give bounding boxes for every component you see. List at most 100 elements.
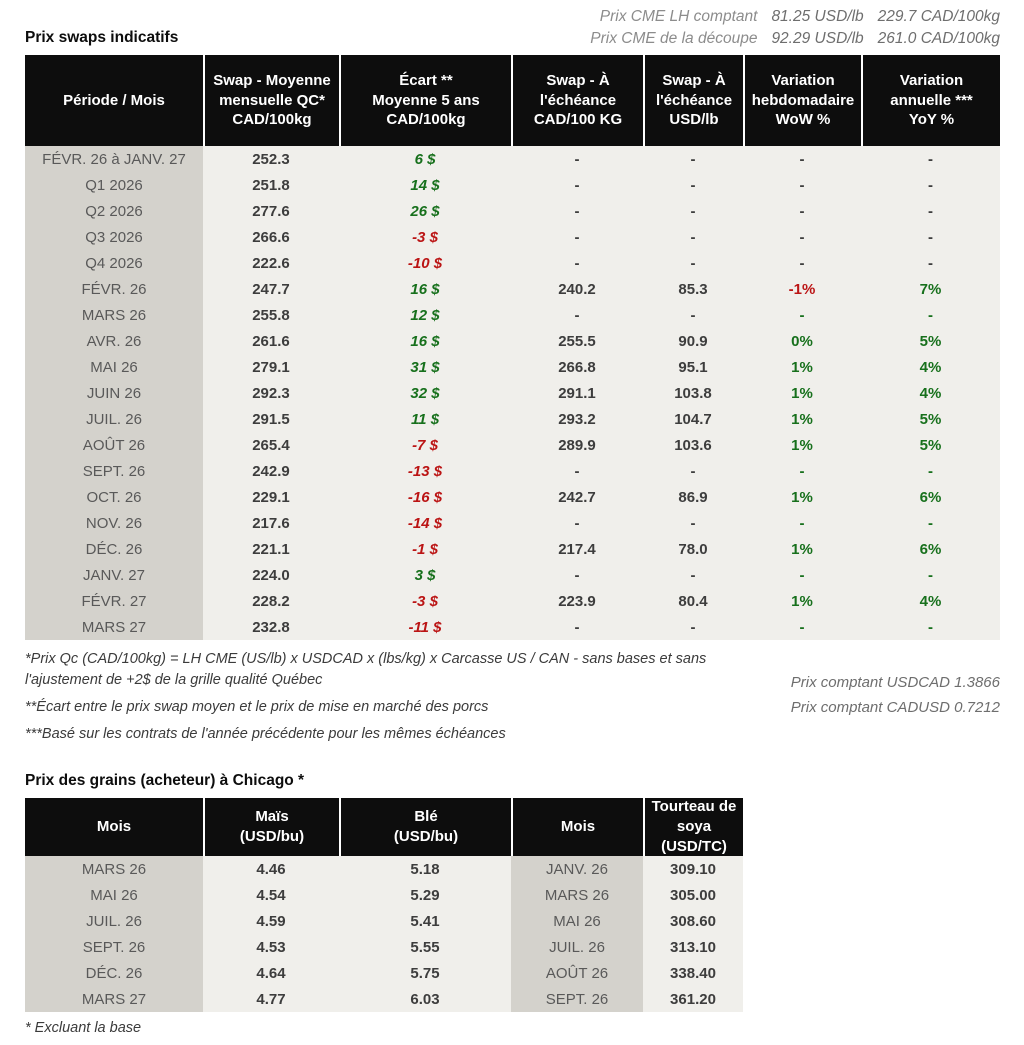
- ecart-cell: 16 $: [339, 276, 511, 302]
- swap-qc-cell: 232.8: [203, 614, 339, 640]
- swap-echeance-usd-cell: 85.3: [643, 276, 743, 302]
- ecart-cell: 14 $: [339, 172, 511, 198]
- tourteau-cell: 309.10: [643, 856, 743, 883]
- swaps-header-row: Période / Mois Swap - Moyenne mensuelle Q…: [25, 55, 1000, 146]
- soya-month-cell: AOÛT 26: [511, 960, 643, 987]
- swap-qc-cell: 251.8: [203, 172, 339, 198]
- swap-echeance-cad-cell: 289.9: [511, 432, 643, 458]
- grains-header-cell: Blé (USD/bu): [339, 798, 511, 857]
- swap-echeance-cad-cell: -: [511, 146, 643, 172]
- cme-cutout-usd: 92.29 USD/lb: [771, 30, 864, 47]
- swap-echeance-usd-cell: 95.1: [643, 354, 743, 380]
- ecart-cell: 12 $: [339, 302, 511, 328]
- swaps-header-cell: Variation annuelle *** YoY %: [861, 55, 1000, 146]
- soya-month-cell: JANV. 26: [511, 856, 643, 883]
- swap-qc-cell: 266.6: [203, 224, 339, 250]
- tourteau-cell: 313.10: [643, 934, 743, 961]
- swap-echeance-cad-cell: 255.5: [511, 328, 643, 354]
- swap-echeance-cad-cell: 223.9: [511, 588, 643, 614]
- ecart-cell: -10 $: [339, 250, 511, 276]
- swaps-header-cell: Swap - Moyenne mensuelle QC* CAD/100kg: [203, 55, 339, 146]
- swaps-title: Prix swaps indicatifs: [25, 29, 179, 46]
- wow-cell: -: [743, 224, 861, 250]
- swap-echeance-usd-cell: -: [643, 614, 743, 640]
- swap-echeance-cad-cell: 293.2: [511, 406, 643, 432]
- swap-qc-cell: 247.7: [203, 276, 339, 302]
- mais-cell: 4.46: [203, 856, 339, 883]
- grain-month-cell: MAI 26: [25, 882, 203, 909]
- mais-cell: 4.53: [203, 934, 339, 961]
- wow-cell: 0%: [743, 328, 861, 354]
- ecart-cell: 6 $: [339, 146, 511, 172]
- swap-echeance-cad-cell: -: [511, 224, 643, 250]
- cme-lh-label: Prix CME LH comptant: [599, 8, 758, 25]
- swap-qc-cell: 222.6: [203, 250, 339, 276]
- swap-qc-cell: 242.9: [203, 458, 339, 484]
- ecart-cell: -1 $: [339, 536, 511, 562]
- swap-qc-cell: 265.4: [203, 432, 339, 458]
- wow-cell: 1%: [743, 588, 861, 614]
- cme-lh-usd: 81.25 USD/lb: [771, 8, 864, 25]
- period-cell: FÉVR. 27: [25, 588, 203, 614]
- swap-qc-cell: 228.2: [203, 588, 339, 614]
- swap-echeance-usd-cell: -: [643, 562, 743, 588]
- period-cell: Q1 2026: [25, 172, 203, 198]
- swap-echeance-cad-cell: -: [511, 510, 643, 536]
- period-cell: MAI 26: [25, 354, 203, 380]
- grain-month-cell: SEPT. 26: [25, 934, 203, 961]
- swaps-header-cell: Swap - À l'échéance USD/lb: [643, 55, 743, 146]
- grain-month-cell: JUIL. 26: [25, 908, 203, 935]
- cme-cutout-label: Prix CME de la découpe: [590, 30, 758, 47]
- swap-echeance-cad-cell: -: [511, 562, 643, 588]
- tourteau-cell: 361.20: [643, 986, 743, 1013]
- swap-echeance-usd-cell: -: [643, 458, 743, 484]
- period-cell: JUIN 26: [25, 380, 203, 406]
- ble-cell: 6.03: [339, 986, 511, 1013]
- yoy-cell: 6%: [861, 484, 1000, 510]
- wow-cell: -1%: [743, 276, 861, 302]
- grains-header-row: Mois Maïs (USD/bu) Blé (USD/bu) Mois Tourtea…: [25, 798, 743, 857]
- wow-cell: -: [743, 172, 861, 198]
- swap-echeance-usd-cell: -: [643, 146, 743, 172]
- grains-header-cell: Maïs (USD/bu): [203, 798, 339, 857]
- cme-lh-line: Prix CME LH comptant 81.25 USD/lb 229.7 …: [600, 8, 1000, 26]
- ecart-cell: -7 $: [339, 432, 511, 458]
- grains-header-cell: Mois: [25, 798, 203, 857]
- swap-echeance-cad-cell: 242.7: [511, 484, 643, 510]
- ecart-cell: -3 $: [339, 588, 511, 614]
- tourteau-cell: 305.00: [643, 882, 743, 909]
- period-cell: AVR. 26: [25, 328, 203, 354]
- swap-qc-cell: 292.3: [203, 380, 339, 406]
- swaps-table-body: FÉVR. 26 à JANV. 27 252.3 6 $ - - - - Q1 2026 25…: [25, 146, 1000, 640]
- swap-echeance-usd-cell: 80.4: [643, 588, 743, 614]
- ble-cell: 5.29: [339, 882, 511, 909]
- cme-cutout-line: Prix CME de la découpe 92.29 USD/lb 261.…: [590, 30, 1000, 48]
- period-cell: FÉVR. 26 à JANV. 27: [25, 146, 203, 172]
- yoy-cell: -: [861, 224, 1000, 250]
- ecart-cell: -16 $: [339, 484, 511, 510]
- soya-month-cell: SEPT. 26: [511, 986, 643, 1013]
- period-cell: SEPT. 26: [25, 458, 203, 484]
- swaps-header-cell: Écart ** Moyenne 5 ans CAD/100kg: [339, 55, 511, 146]
- swap-echeance-cad-cell: -: [511, 614, 643, 640]
- period-cell: FÉVR. 26: [25, 276, 203, 302]
- grains-table: Mois Maïs (USD/bu) Blé (USD/bu) Mois Tourtea…: [25, 798, 743, 1013]
- swap-qc-cell: 224.0: [203, 562, 339, 588]
- period-cell: Q2 2026: [25, 198, 203, 224]
- soya-month-cell: MAI 26: [511, 908, 643, 935]
- period-cell: MARS 26: [25, 302, 203, 328]
- grains-title: Prix des grains (acheteur) à Chicago *: [25, 772, 305, 790]
- swap-echeance-usd-cell: 103.6: [643, 432, 743, 458]
- period-cell: AOÛT 26: [25, 432, 203, 458]
- mais-cell: 4.77: [203, 986, 339, 1013]
- swap-echeance-cad-cell: -: [511, 198, 643, 224]
- yoy-cell: 4%: [861, 588, 1000, 614]
- wow-cell: -: [743, 458, 861, 484]
- grains-footnote: * Excluant la base: [25, 1020, 142, 1037]
- swaps-footnotes: *Prix Qc (CAD/100kg) = LH CME (US/lb) x …: [25, 649, 1000, 745]
- tourteau-cell: 338.40: [643, 960, 743, 987]
- swap-echeance-usd-cell: 90.9: [643, 328, 743, 354]
- swap-echeance-usd-cell: 78.0: [643, 536, 743, 562]
- spot-usdcad: Prix comptant USDCAD 1.3866: [790, 674, 1000, 692]
